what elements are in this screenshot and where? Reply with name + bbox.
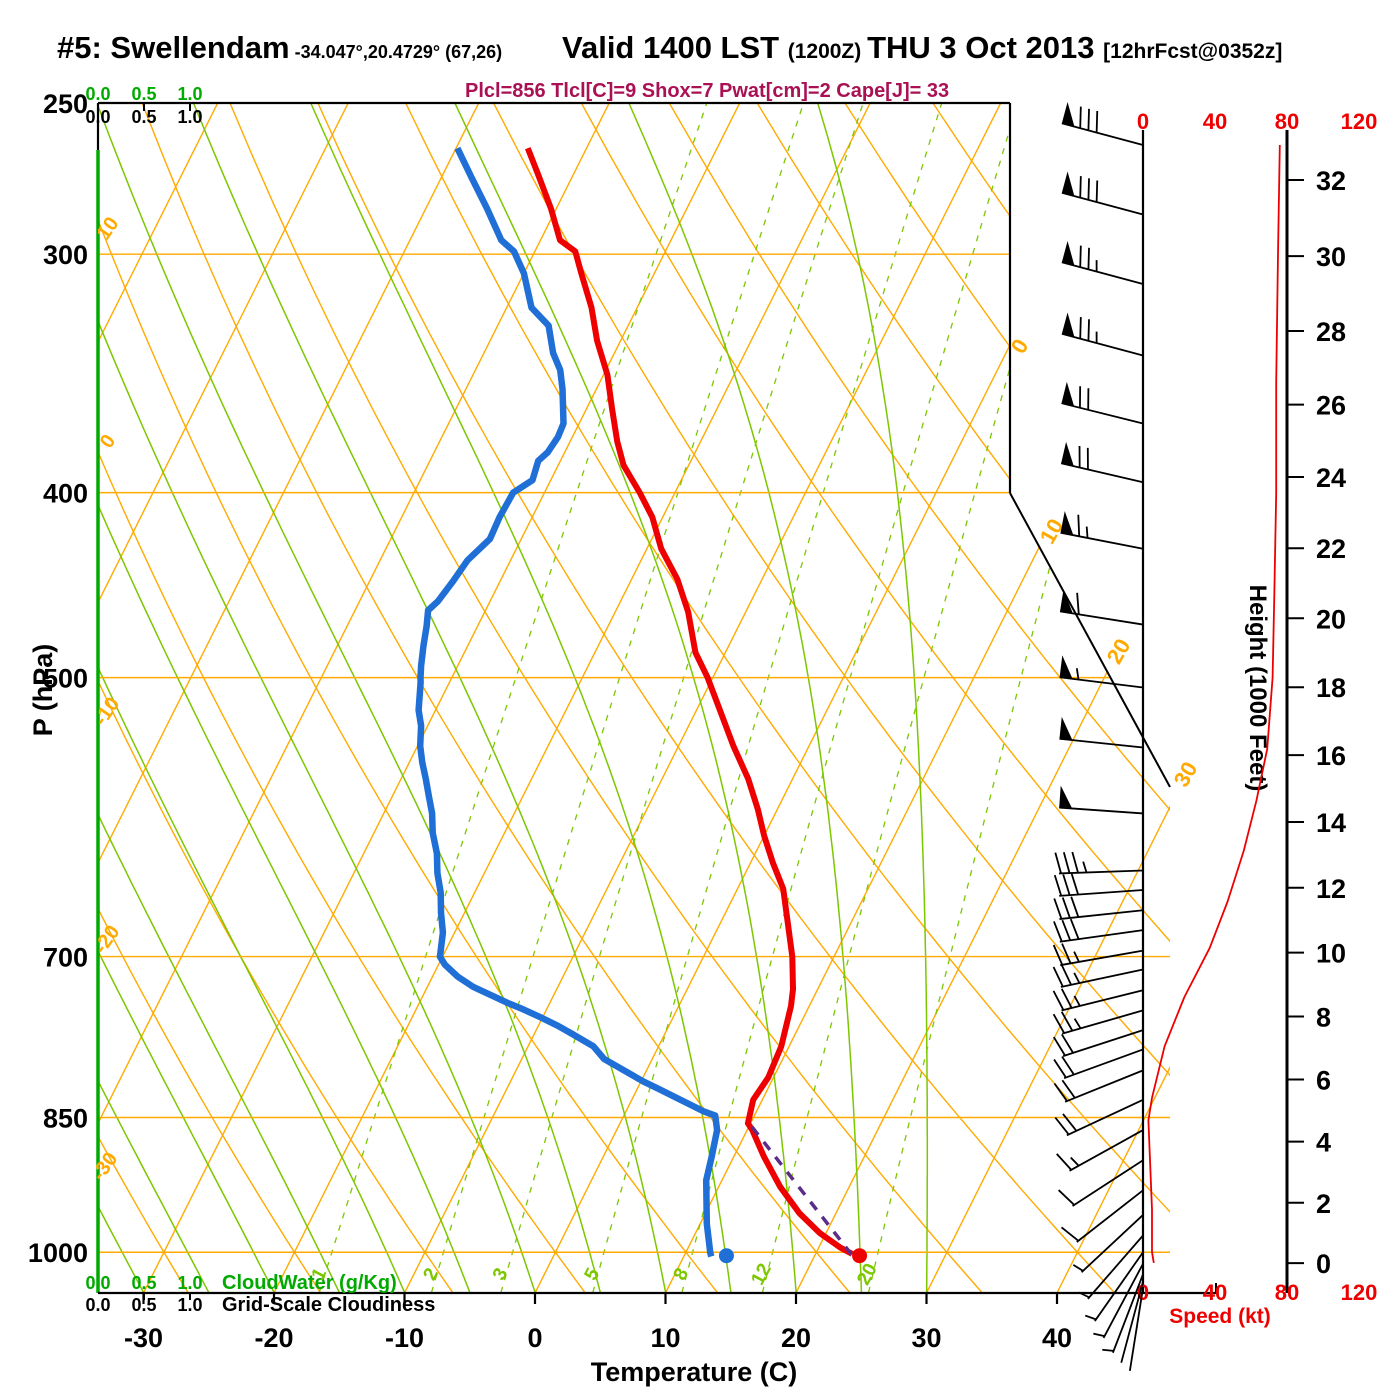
svg-text:26: 26 [1316,391,1346,421]
svg-text:8: 8 [670,1265,694,1284]
svg-text:30: 30 [1169,757,1203,791]
svg-text:0.0: 0.0 [85,1295,110,1315]
svg-text:14: 14 [1316,808,1346,838]
svg-text:22: 22 [1316,534,1346,564]
forecast-tag: [12hrFcst@0352z] [1103,40,1283,63]
svg-text:700: 700 [43,943,88,973]
svg-text:10: 10 [1316,939,1346,969]
svg-text:28: 28 [1316,317,1346,347]
svg-text:-30: -30 [124,1323,163,1353]
svg-text:1000: 1000 [28,1238,88,1268]
svg-text:30: 30 [911,1323,941,1353]
svg-text:0.0: 0.0 [85,1273,110,1293]
station-name: #5: Swellendam [57,30,290,65]
svg-text:0: 0 [1316,1249,1331,1279]
svg-text:CloudWater (g/Kg): CloudWater (g/Kg) [222,1272,397,1294]
svg-text:Grid-Scale Cloudiness: Grid-Scale Cloudiness [222,1294,435,1316]
svg-text:0: 0 [1137,109,1149,134]
svg-text:80: 80 [1275,1280,1299,1305]
svg-text:8: 8 [1316,1003,1331,1033]
svg-text:0.0: 0.0 [85,107,110,127]
svg-text:6: 6 [1316,1066,1331,1096]
svg-text:0: 0 [527,1323,542,1353]
svg-text:30: 30 [1316,242,1346,272]
svg-text:Speed (kt): Speed (kt) [1169,1305,1271,1328]
svg-text:400: 400 [43,479,88,509]
svg-text:18: 18 [1316,673,1346,703]
svg-text:-30: -30 [88,1148,123,1184]
svg-text:Temperature (C): Temperature (C) [591,1357,798,1387]
svg-text:20: 20 [853,1260,881,1289]
svg-text:850: 850 [43,1104,88,1134]
svg-text:0.0: 0.0 [85,84,110,104]
svg-text:32: 32 [1316,166,1346,196]
svg-text:20: 20 [1316,604,1346,634]
svg-text:40: 40 [1042,1323,1072,1353]
svg-text:12: 12 [747,1260,775,1289]
svg-text:4: 4 [1316,1128,1331,1158]
svg-text:120: 120 [1341,1280,1378,1305]
svg-text:16: 16 [1316,741,1346,771]
svg-text:1.0: 1.0 [177,1295,202,1315]
svg-text:24: 24 [1316,463,1346,493]
svg-text:10: 10 [650,1323,680,1353]
svg-text:0.5: 0.5 [131,1273,156,1293]
svg-text:120: 120 [1341,109,1378,134]
svg-text:-20: -20 [254,1323,293,1353]
svg-text:1.0: 1.0 [177,1273,202,1293]
surface-dewpoint-dot [718,1248,734,1264]
svg-text:0.5: 0.5 [131,1295,156,1315]
svg-text:2: 2 [1316,1189,1331,1219]
svg-text:3: 3 [489,1265,513,1284]
svg-text:300: 300 [43,240,88,270]
svg-text:Height (1000 Feet): Height (1000 Feet) [1244,585,1271,792]
svg-text:40: 40 [1203,109,1227,134]
title-left: #5: Swellendam -34.047°,20.4729° (67,26) [57,30,502,66]
svg-text:12: 12 [1316,874,1346,904]
zulu-time: (1200Z) [787,40,868,63]
svg-text:80: 80 [1275,109,1299,134]
plot-frame [96,101,1217,1304]
svg-text:1.0: 1.0 [177,107,202,127]
sounding-parameters: Plcl=856 Tlcl[C]=9 Shox=7 Pwat[cm]=2 Cap… [465,80,950,102]
valid-time: Valid 1400 LST [562,30,788,65]
sounding-curves [415,146,854,1258]
svg-text:20: 20 [1102,634,1136,668]
svg-text:40: 40 [1203,1280,1227,1305]
svg-text:500: 500 [43,664,88,694]
surface-temperature-dot [852,1248,868,1264]
svg-text:20: 20 [781,1323,811,1353]
svg-text:P (hPa): P (hPa) [28,644,58,737]
title-right: Valid 1400 LST (1200Z) THU 3 Oct 2013 [1… [562,30,1282,66]
svg-text:-10: -10 [385,1323,424,1353]
station-coords: -34.047°,20.4729° (67,26) [289,42,503,62]
valid-date: THU 3 Oct 2013 [867,30,1104,65]
svg-text:1.0: 1.0 [177,84,202,104]
svg-text:250: 250 [43,89,88,119]
background-grid [98,103,1170,1293]
svg-text:0.5: 0.5 [131,107,156,127]
svg-text:0.5: 0.5 [131,84,156,104]
svg-text:-20: -20 [90,921,125,957]
svg-text:5: 5 [581,1264,605,1284]
